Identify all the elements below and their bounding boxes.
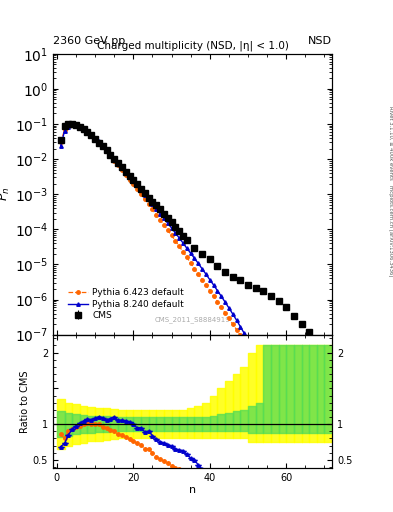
Pythia 8.240 default bbox=[142, 191, 147, 198]
Text: CMS_2011_S8884919: CMS_2011_S8884919 bbox=[155, 317, 230, 324]
Text: Rivet 3.1.10, ≥ 400k events: Rivet 3.1.10, ≥ 400k events bbox=[388, 106, 393, 180]
X-axis label: n: n bbox=[189, 485, 196, 495]
Pythia 8.240 default bbox=[70, 122, 75, 129]
Pythia 6.423 default bbox=[142, 196, 147, 202]
Line: Pythia 6.423 default: Pythia 6.423 default bbox=[59, 123, 326, 512]
Pythia 6.423 default bbox=[284, 412, 288, 418]
Pythia 8.240 default bbox=[208, 276, 212, 283]
Pythia 8.240 default bbox=[284, 410, 288, 416]
Pythia 6.423 default bbox=[70, 122, 75, 129]
Pythia 8.240 default bbox=[58, 143, 63, 149]
Pythia 6.423 default bbox=[58, 139, 63, 145]
Text: mcplots.cern.ch [arXiv:1306.3436]: mcplots.cern.ch [arXiv:1306.3436] bbox=[388, 185, 393, 276]
Pythia 6.423 default bbox=[97, 140, 101, 146]
Pythia 8.240 default bbox=[123, 168, 128, 174]
Text: 2360 GeV pp: 2360 GeV pp bbox=[53, 36, 125, 46]
Title: Charged multiplicity (NSD, |η| < 1.0): Charged multiplicity (NSD, |η| < 1.0) bbox=[97, 40, 288, 51]
Pythia 6.423 default bbox=[208, 288, 212, 294]
Line: Pythia 8.240 default: Pythia 8.240 default bbox=[59, 124, 326, 512]
Pythia 6.423 default bbox=[288, 420, 292, 426]
Legend: Pythia 6.423 default, Pythia 8.240 default, CMS: Pythia 6.423 default, Pythia 8.240 defau… bbox=[66, 287, 185, 322]
Text: NSD: NSD bbox=[308, 36, 332, 46]
Pythia 8.240 default bbox=[288, 419, 292, 425]
Pythia 6.423 default bbox=[123, 172, 128, 178]
Pythia 8.240 default bbox=[97, 138, 101, 144]
Y-axis label: $P_n$: $P_n$ bbox=[0, 187, 12, 202]
Y-axis label: Ratio to CMS: Ratio to CMS bbox=[20, 370, 30, 433]
